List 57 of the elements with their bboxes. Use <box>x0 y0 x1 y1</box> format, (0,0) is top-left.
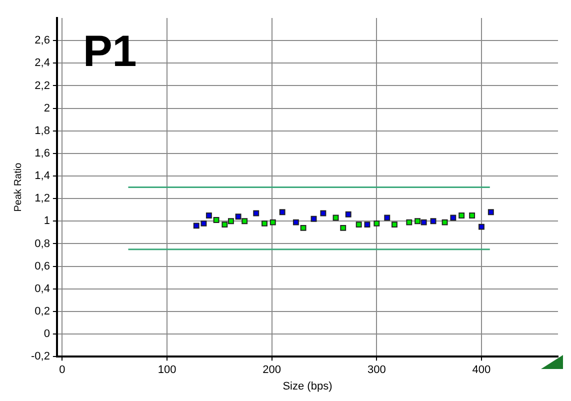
point <box>320 210 326 216</box>
point <box>242 218 248 224</box>
point <box>292 219 299 226</box>
point <box>193 222 200 229</box>
point <box>228 218 234 224</box>
y-tick-label: 0 <box>44 328 50 340</box>
point <box>420 219 427 226</box>
point <box>458 212 465 218</box>
point <box>340 224 346 231</box>
y-tick-label: 0,4 <box>34 282 50 295</box>
y-tick-label: 1,8 <box>34 124 50 137</box>
annotation: P1 <box>82 27 137 76</box>
point <box>270 219 276 226</box>
point <box>364 222 370 228</box>
x-tick-label: 100 <box>158 364 176 376</box>
point <box>356 222 362 228</box>
point <box>406 219 412 226</box>
point <box>262 220 268 226</box>
y-tick-label: 1,6 <box>34 147 50 160</box>
y-tick-label: 1 <box>44 215 50 228</box>
point <box>222 222 228 228</box>
point <box>345 211 352 218</box>
point <box>235 214 242 220</box>
y-tick-label: 1,4 <box>34 170 50 182</box>
point <box>384 214 390 221</box>
y-axis-title: Peak Ratio <box>12 162 24 212</box>
y-tick-label: 2,6 <box>34 34 50 47</box>
point <box>206 212 212 218</box>
point <box>469 212 476 218</box>
x-tick-label: 300 <box>367 364 386 376</box>
point <box>253 210 260 216</box>
point <box>279 209 286 216</box>
x-tick-label: 200 <box>262 364 282 376</box>
point <box>310 216 317 222</box>
point <box>488 209 494 216</box>
point <box>300 224 306 231</box>
y-tick-label: 1,2 <box>34 192 50 205</box>
y-tick-label: 0,6 <box>34 260 50 272</box>
x-axis-title: Size (bps) <box>282 380 332 392</box>
point <box>332 214 339 221</box>
point <box>392 222 398 228</box>
point <box>200 220 207 226</box>
point <box>430 218 436 224</box>
point <box>414 218 421 224</box>
y-tick-label: 2,2 <box>34 80 50 92</box>
point <box>374 220 380 226</box>
y-tick-label: 2,4 <box>34 57 50 70</box>
y-tick-label: -0,2 <box>30 350 50 363</box>
x-tick-label: 400 <box>472 364 491 376</box>
y-tick-label: 0,8 <box>34 238 50 250</box>
point <box>450 214 456 221</box>
point <box>442 219 448 226</box>
y-tick-label: 2 <box>44 102 50 114</box>
point <box>213 217 220 224</box>
point <box>478 224 484 230</box>
y-tick-label: 0,2 <box>34 305 50 318</box>
x-tick-label: 0 <box>59 364 66 376</box>
